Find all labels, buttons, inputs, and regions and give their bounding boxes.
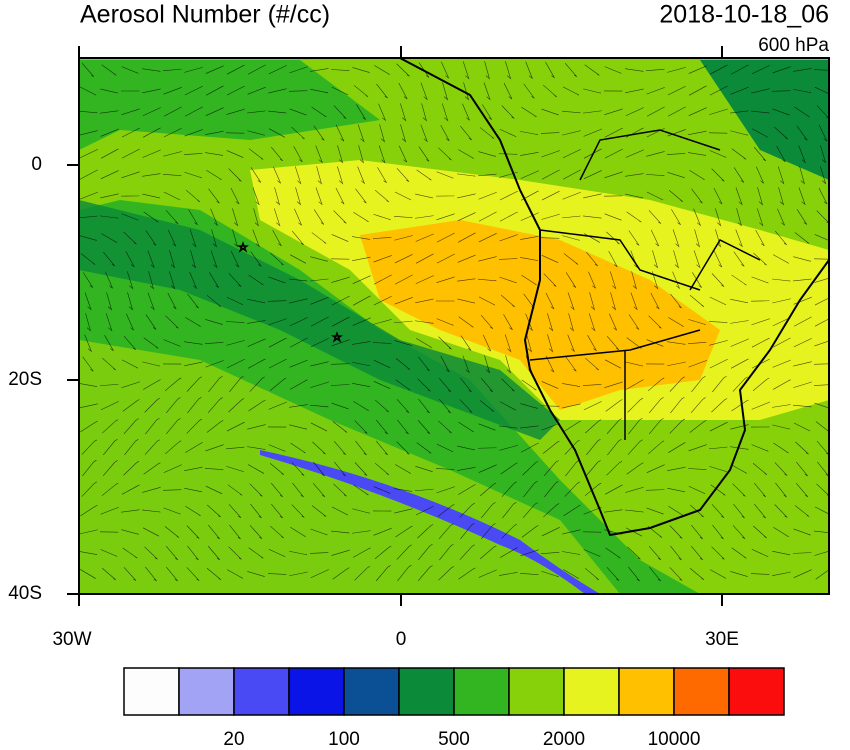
colorbar-box	[453, 667, 510, 716]
colorbar-box	[618, 667, 675, 716]
station-stars	[236, 241, 344, 343]
colorbar-box	[563, 667, 620, 716]
colorbar-box	[178, 667, 235, 716]
colorbar-label: 100	[328, 729, 360, 750]
x-axis-label: 0	[396, 629, 407, 650]
time-label: 2018-10-18_06	[659, 1, 829, 29]
colorbar-box	[123, 667, 180, 716]
y-axis-label: 0	[31, 154, 42, 175]
colorbar: 20 100 500 2000 10000	[123, 667, 785, 750]
axis-ticks	[67, 46, 723, 606]
colorbar-box	[673, 667, 730, 716]
coastline	[399, 58, 829, 537]
colorbar-label: 500	[438, 729, 470, 750]
field-orange	[360, 220, 720, 410]
x-axis-label: 30W	[52, 629, 91, 650]
colorbar-box	[233, 667, 290, 716]
title: Aerosol Number (#/cc)	[80, 1, 330, 29]
colorbar-box	[508, 667, 565, 716]
borders	[529, 129, 761, 440]
x-axis-label: 30E	[705, 629, 739, 650]
map-frame	[78, 57, 830, 595]
level-label: 600 hPa	[758, 35, 829, 56]
y-axis-label: 40S	[8, 583, 42, 604]
colorbar-label: 10000	[648, 729, 701, 750]
field-dark-band	[79, 200, 560, 440]
colorbar-box	[343, 667, 400, 716]
colorbar-box	[728, 667, 785, 716]
colorbar-label: 20	[223, 729, 244, 750]
y-axis-label: 20S	[8, 369, 42, 390]
colorbar-box	[288, 667, 345, 716]
field-green-north	[79, 60, 380, 150]
wind-barbs	[79, 61, 829, 582]
colorbar-label: 2000	[543, 729, 585, 750]
map-field	[79, 58, 829, 594]
colorbar-box	[398, 667, 455, 716]
barb-lines	[79, 61, 829, 582]
